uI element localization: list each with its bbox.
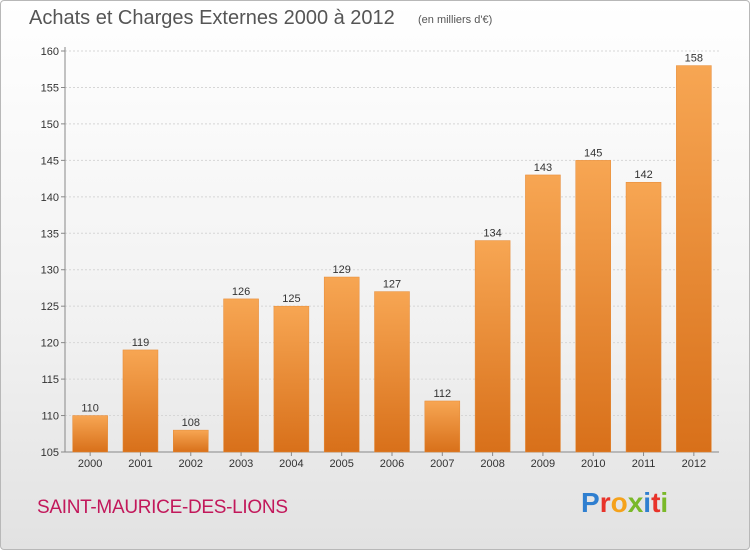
bar [173, 430, 208, 452]
data-label: 142 [634, 169, 652, 181]
bar [475, 241, 510, 452]
y-tick-label: 120 [41, 338, 59, 350]
data-label: 126 [232, 286, 250, 298]
y-tick-label: 160 [41, 46, 59, 58]
data-label: 125 [282, 293, 300, 305]
bar [525, 175, 560, 452]
x-tick-label: 2004 [279, 458, 303, 470]
x-tick-label: 2011 [632, 458, 656, 470]
bars [73, 66, 712, 452]
x-tick-label: 2009 [531, 458, 555, 470]
data-label: 108 [182, 417, 200, 429]
y-tick-label: 145 [41, 155, 59, 167]
data-label: 134 [483, 228, 501, 240]
y-tick-label: 135 [41, 228, 59, 240]
x-tick-label: 2003 [229, 458, 253, 470]
bar [576, 160, 611, 452]
y-tick-label: 115 [41, 374, 59, 386]
x-tick-label: 2007 [430, 458, 454, 470]
bar [676, 66, 711, 452]
bar [425, 401, 460, 452]
x-tick-label: 2008 [480, 458, 504, 470]
data-label: 127 [383, 279, 401, 291]
x-tick-label: 2010 [581, 458, 605, 470]
logo-letter: r [600, 487, 611, 518]
x-tick-labels: 2000 2001 2002 2003 2004 2005 2006 2007 2008 2009… [78, 458, 706, 470]
data-label: 112 [434, 388, 452, 400]
logo-letter: P [581, 487, 600, 518]
bar [123, 350, 158, 452]
data-label: 119 [132, 337, 150, 349]
data-label: 110 [81, 403, 99, 415]
x-tick-label: 2005 [329, 458, 353, 470]
y-tick-label: 155 [41, 82, 59, 94]
bar [274, 306, 309, 452]
x-tick-label: 2001 [128, 458, 152, 470]
logo-letter: o [611, 487, 628, 518]
y-tick-label: 105 [41, 447, 59, 459]
logo-letter: t [651, 487, 660, 518]
bar [73, 416, 108, 452]
y-tick-label: 140 [41, 192, 59, 204]
x-tick-label: 2000 [78, 458, 102, 470]
y-tick-label: 130 [41, 265, 59, 277]
logo-letter: i [643, 487, 651, 518]
x-tick-label: 2002 [179, 458, 203, 470]
data-label: 143 [534, 162, 552, 174]
data-label: 145 [584, 147, 602, 159]
y-tick-labels: 105 110 115 120 125 130 135 140 145 150 155 160 [41, 46, 59, 459]
commune-name: SAINT-MAURICE-DES-LIONS [37, 497, 288, 519]
y-tick-label: 150 [41, 119, 59, 131]
proxiti-logo: Proxiti [581, 487, 668, 519]
data-label: 158 [685, 53, 703, 65]
y-tick-label: 125 [41, 301, 59, 313]
bar [224, 299, 259, 452]
bar [626, 182, 661, 452]
bar [324, 277, 359, 452]
y-tick-label: 110 [41, 411, 59, 423]
bar [375, 292, 410, 452]
logo-letter: x [628, 487, 644, 518]
data-label: 129 [333, 264, 351, 276]
x-tick-label: 2012 [682, 458, 706, 470]
logo-letter: i [660, 487, 668, 518]
x-tick-label: 2006 [380, 458, 404, 470]
